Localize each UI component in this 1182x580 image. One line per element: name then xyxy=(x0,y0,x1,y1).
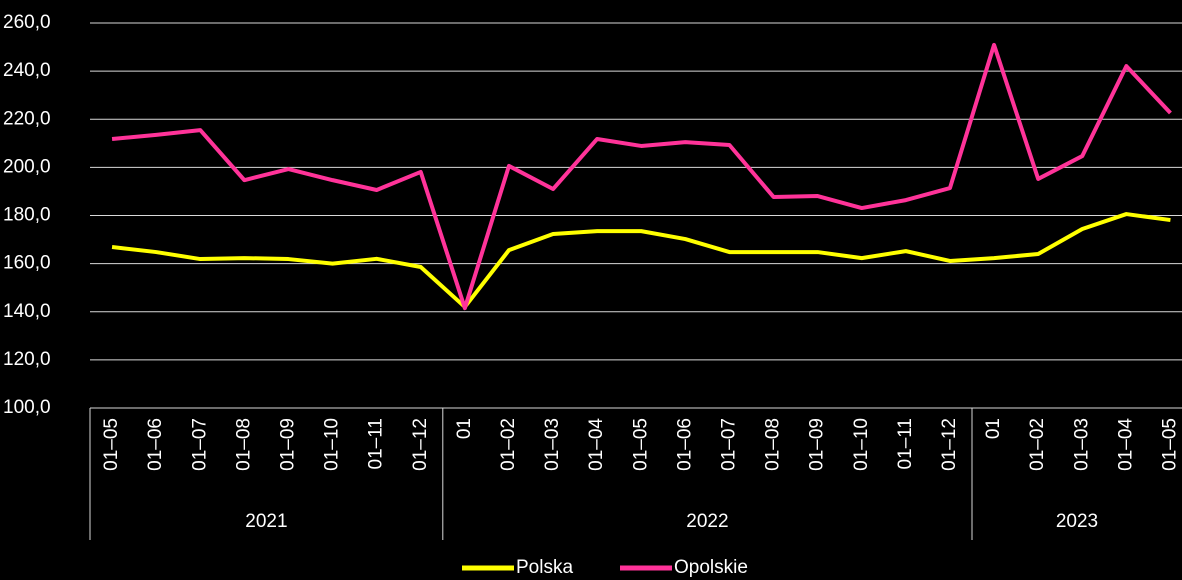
x-tick-label: 01–08 xyxy=(763,418,784,471)
x-tick-label: 01–11 xyxy=(366,418,387,469)
x-tick-label: 01 xyxy=(983,418,1004,439)
y-tick-label: 120,0 xyxy=(3,349,51,370)
y-tick-label: 160,0 xyxy=(3,253,51,274)
x-tick-label: 01–06 xyxy=(674,418,695,471)
x-tick-label: 01–10 xyxy=(851,418,872,471)
legend-label: Opolskie xyxy=(674,557,748,578)
y-tick-label: 100,0 xyxy=(3,397,51,418)
series-line xyxy=(111,212,1171,309)
x-tick-label: 01–05 xyxy=(630,418,651,471)
x-tick-label: 01–02 xyxy=(498,418,519,471)
x-tick-label: 01–12 xyxy=(939,418,960,471)
x-tick-label: 01–09 xyxy=(807,418,828,471)
x-tick-label: 01–02 xyxy=(1027,418,1048,471)
x-tick-label: 01–07 xyxy=(718,418,739,471)
x-tick-label: 01–09 xyxy=(277,418,298,471)
x-tick-label: 01–04 xyxy=(1115,418,1136,471)
x-tick-label: 01–05 xyxy=(1159,418,1180,471)
group-label: 2021 xyxy=(245,511,287,532)
x-tick-label: 01–04 xyxy=(586,418,607,471)
x-tick-label: 01–03 xyxy=(542,418,563,471)
x-tick-label: 01–07 xyxy=(189,418,210,471)
y-tick-label: 180,0 xyxy=(3,205,51,226)
x-tick-label: 01–03 xyxy=(1071,418,1092,471)
group-label: 2023 xyxy=(1056,511,1098,532)
series-line xyxy=(111,42,1172,311)
x-tick-label: 01–05 xyxy=(101,418,122,471)
x-tick-label: 01–06 xyxy=(145,418,166,471)
y-tick-label: 220,0 xyxy=(3,108,51,129)
group-label: 2022 xyxy=(686,511,728,532)
legend-label: Polska xyxy=(516,557,573,578)
x-tick-label: 01–11 xyxy=(895,418,916,469)
y-tick-label: 240,0 xyxy=(3,60,51,81)
y-tick-label: 200,0 xyxy=(3,156,51,177)
y-tick-label: 140,0 xyxy=(3,301,51,322)
x-tick-label: 01–12 xyxy=(410,418,431,471)
x-tick-label: 01 xyxy=(454,418,475,439)
x-tick-label: 01–10 xyxy=(322,418,343,471)
y-tick-label: 260,0 xyxy=(3,12,51,33)
x-tick-label: 01–08 xyxy=(233,418,254,471)
